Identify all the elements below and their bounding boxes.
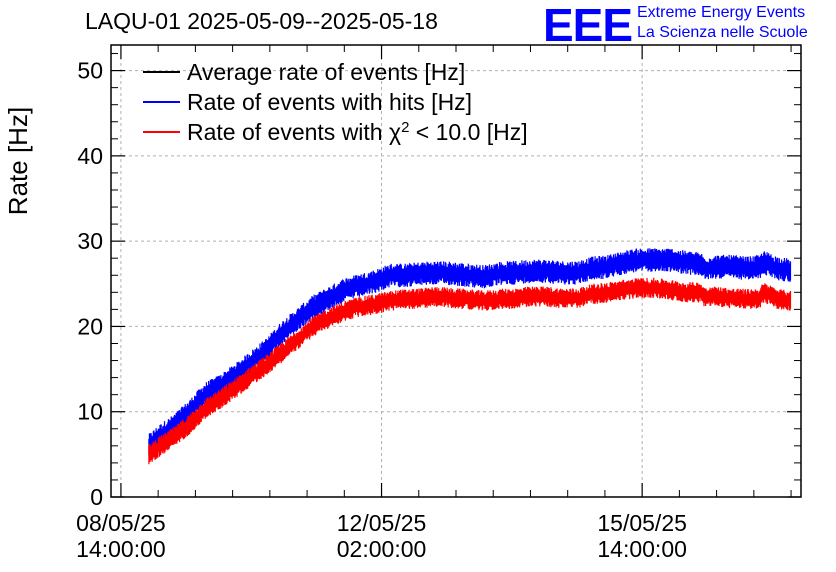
y-tick-label: 20 xyxy=(77,313,103,339)
y-tick-label: 10 xyxy=(77,399,103,425)
eee-logo: EEE xyxy=(543,0,633,51)
chart-title: LAQU-01 2025-05-09--2025-05-18 xyxy=(85,8,438,34)
series-chi2 xyxy=(148,277,792,465)
y-tick-label: 0 xyxy=(90,484,103,510)
legend-label: Rate of events with χ2 < 10.0 [Hz] xyxy=(187,119,528,146)
y-tick-label: 50 xyxy=(77,58,103,84)
y-axis-label: Rate [Hz] xyxy=(3,107,33,215)
x-tick-label-date: 12/05/25 xyxy=(337,510,427,536)
legend-label: Rate of events with hits [Hz] xyxy=(187,89,472,115)
series-line xyxy=(148,248,792,456)
logo-caption-line1: Extreme Energy Events xyxy=(637,4,806,21)
logo-caption-line2: La Scienza nelle Scuole xyxy=(637,24,808,41)
x-tick-label-date: 15/05/25 xyxy=(597,510,687,536)
series-hits xyxy=(148,248,792,456)
x-tick-label-time: 02:00:00 xyxy=(337,536,427,562)
y-tick-label: 30 xyxy=(77,228,103,254)
x-tick-label-time: 14:00:00 xyxy=(76,536,166,562)
legend-label: Average rate of events [Hz] xyxy=(187,59,465,85)
x-tick-label-date: 08/05/25 xyxy=(76,510,166,536)
y-tick-label: 40 xyxy=(77,143,103,169)
series-line xyxy=(148,277,792,465)
x-tick-label-time: 14:00:00 xyxy=(597,536,687,562)
